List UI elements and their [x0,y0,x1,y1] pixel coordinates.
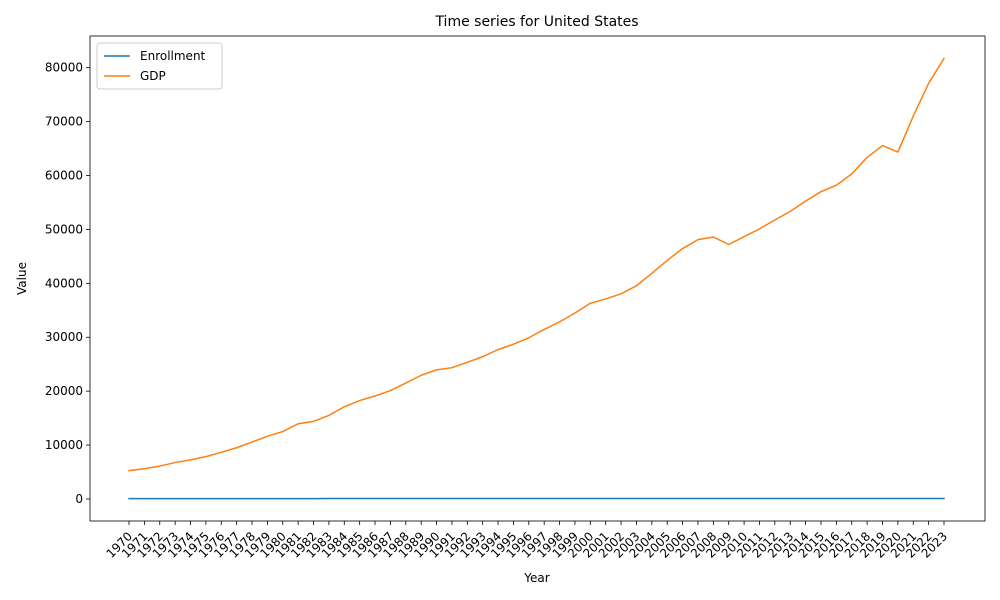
y-tick-label: 30000 [45,330,83,344]
y-tick-label: 10000 [45,438,83,452]
y-tick-label: 0 [75,492,83,506]
series-layer [128,57,946,500]
y-tick-label: 20000 [45,384,83,398]
legend-label-gdp: GDP [140,69,166,83]
legend-label-enrollment: Enrollment [140,49,206,63]
chart-title: Time series for United States [434,14,638,30]
series-line-gdp [128,57,946,472]
y-tick-label: 80000 [45,61,83,75]
y-axis: 0 10000 20000 30000 40000 50000 60000 70000 8000… [45,61,90,506]
plot-frame [89,35,986,522]
x-axis-label: Year [523,571,549,585]
legend: Enrollment GDP [96,42,223,90]
plot-area [89,35,986,522]
y-tick-label: 50000 [45,222,83,236]
y-tick-label: 60000 [45,169,83,183]
y-tick-label: 40000 [45,276,83,290]
y-tick-label: 70000 [45,115,83,129]
y-axis-label: Value [15,262,29,295]
legend-box [96,42,223,90]
